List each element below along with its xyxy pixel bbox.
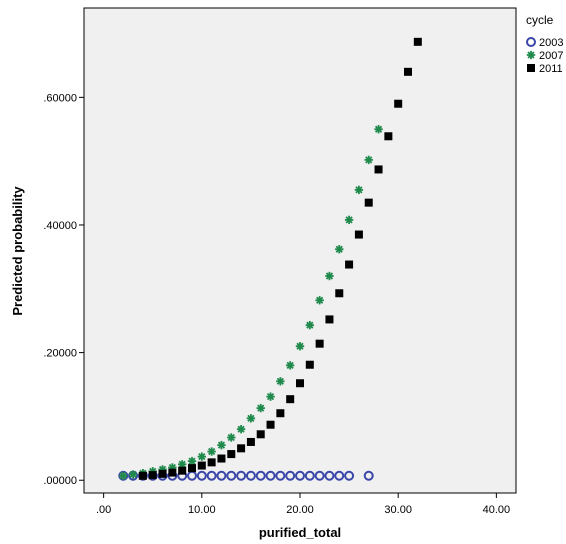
data-point-2007 — [128, 470, 138, 479]
data-point-2011 — [227, 450, 236, 459]
data-point-2007 — [227, 433, 236, 442]
data-point-2007 — [354, 185, 364, 195]
legend-marker-2003 — [526, 37, 536, 47]
data-point-2011 — [197, 461, 206, 470]
data-point-2003 — [304, 470, 315, 481]
data-point-2003 — [285, 470, 296, 481]
legend-label-2007: 2007 — [539, 50, 563, 62]
data-point-2011 — [256, 430, 265, 439]
data-point-2007 — [364, 155, 373, 165]
legend-marker-2007 — [526, 50, 536, 60]
data-point-2007 — [246, 414, 256, 423]
data-point-2007 — [197, 452, 207, 461]
data-point-2011 — [296, 379, 304, 388]
data-point-2003 — [324, 470, 335, 481]
data-points — [118, 37, 422, 481]
x-axis: .00 10.00 20.00 30.00 40.00 — [96, 493, 510, 516]
data-point-2007 — [266, 392, 275, 401]
data-point-2011 — [413, 37, 422, 46]
y-axis-title: Predicted probability — [10, 186, 25, 316]
data-point-2003 — [226, 470, 237, 481]
data-point-2011 — [246, 437, 255, 446]
data-point-2011 — [394, 99, 403, 108]
data-point-2011 — [276, 409, 285, 418]
data-point-2007 — [236, 424, 246, 434]
data-point-2011 — [178, 466, 187, 475]
data-point-2007 — [305, 320, 315, 330]
y-tick-label: .20000 — [43, 348, 77, 360]
data-point-2011 — [354, 230, 363, 239]
data-point-2011 — [364, 198, 373, 207]
x-tick-label: 30.00 — [384, 504, 412, 516]
data-point-2003 — [363, 470, 374, 481]
data-point-2007 — [285, 361, 295, 370]
data-point-2011 — [168, 468, 177, 477]
data-point-2011 — [305, 360, 314, 369]
data-point-2011 — [217, 454, 226, 463]
data-point-2003 — [216, 470, 227, 481]
data-point-2003 — [255, 470, 266, 481]
data-point-2003 — [245, 470, 256, 481]
data-point-2011 — [404, 67, 412, 76]
x-tick-label: 20.00 — [286, 504, 314, 516]
legend-marker-2011 — [527, 64, 535, 72]
data-point-2003 — [295, 470, 305, 481]
data-point-2011 — [335, 289, 344, 298]
data-point-2007 — [256, 403, 265, 413]
legend-label-2011: 2011 — [539, 63, 563, 75]
data-point-2007 — [344, 215, 354, 225]
data-point-2007 — [217, 440, 226, 450]
series-2011 — [138, 37, 422, 480]
data-point-2003 — [334, 470, 345, 481]
data-point-2003 — [206, 470, 217, 481]
data-point-2011 — [384, 132, 393, 141]
x-tick-label: .00 — [96, 504, 111, 516]
y-tick-label: .00000 — [43, 475, 77, 487]
x-tick-label: 40.00 — [483, 504, 511, 516]
data-point-2011 — [315, 339, 324, 348]
data-point-2007 — [374, 125, 383, 134]
data-point-2011 — [237, 444, 246, 453]
data-point-2011 — [266, 420, 275, 429]
plot-area — [83, 7, 517, 494]
data-point-2003 — [344, 470, 355, 481]
data-point-2007 — [295, 342, 305, 351]
data-point-2003 — [236, 470, 247, 481]
data-point-2003 — [275, 470, 286, 481]
data-point-2011 — [374, 165, 383, 174]
data-point-2011 — [158, 469, 167, 478]
legend-label-2003: 2003 — [539, 37, 563, 49]
data-point-2007 — [335, 245, 344, 254]
data-point-2011 — [188, 464, 196, 473]
data-point-2007 — [119, 471, 128, 480]
x-tick-label: 10.00 — [188, 504, 216, 516]
data-point-2007 — [187, 456, 197, 466]
legend-title: cycle — [526, 13, 554, 27]
x-axis-title: purified_total — [259, 525, 341, 540]
data-point-2003 — [314, 470, 325, 481]
data-point-2011 — [138, 471, 147, 480]
data-point-2007 — [315, 296, 324, 305]
data-point-2011 — [345, 260, 354, 269]
data-point-2011 — [286, 395, 295, 404]
data-point-2007 — [325, 271, 334, 281]
data-point-2007 — [207, 447, 216, 456]
y-axis: .00000 .20000 .40000 .60000 — [43, 92, 84, 487]
data-point-2011 — [325, 315, 334, 324]
data-point-2007 — [276, 377, 285, 386]
data-point-2003 — [265, 470, 276, 481]
data-point-2011 — [148, 471, 157, 480]
y-tick-label: .60000 — [43, 92, 77, 104]
data-point-2003 — [196, 470, 207, 481]
y-tick-label: .40000 — [43, 220, 77, 232]
data-point-2011 — [207, 458, 216, 467]
